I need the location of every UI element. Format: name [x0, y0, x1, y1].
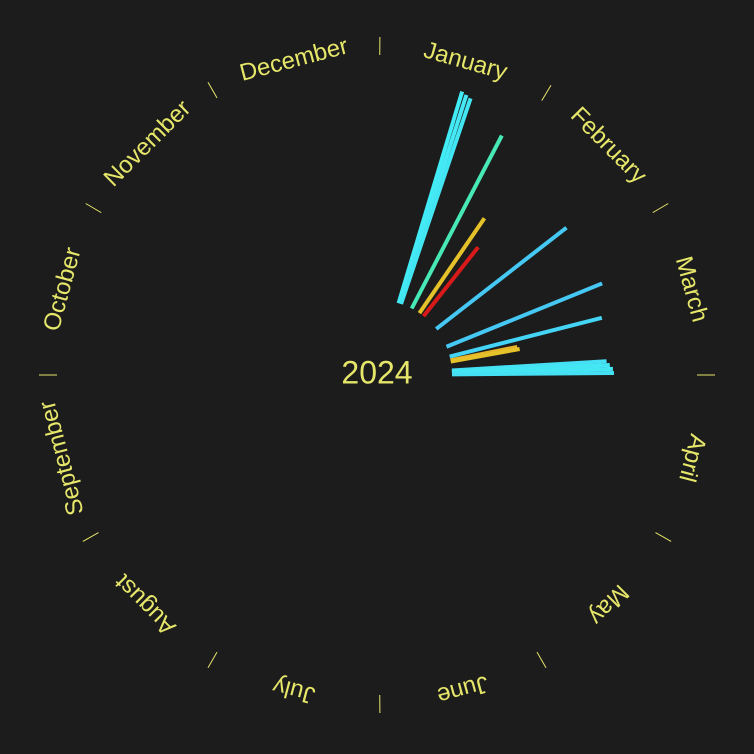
month-tick-may [655, 532, 672, 542]
month-tick-december [207, 82, 218, 99]
data-bar-2024-02-08 [421, 245, 480, 318]
data-bar-2024-01-19 [399, 97, 473, 305]
month-tick-march [652, 203, 669, 214]
data-bar-2024-01-28 [409, 134, 504, 310]
data-bar-2024-03-31 [451, 370, 615, 377]
month-ticks [39, 37, 715, 713]
data-bar-2024-03-17 [449, 315, 603, 359]
data-bars [396, 90, 615, 377]
data-bar-2024-02-04 [417, 217, 487, 315]
data-bar-2024-03-09 [445, 281, 603, 349]
data-bar-2024-03-21 [450, 347, 521, 364]
month-tick-september [82, 532, 99, 542]
month-tick-june [536, 651, 547, 668]
data-bar-2024-02-22 [434, 226, 568, 331]
month-tick-november [85, 203, 102, 214]
month-tick-february [541, 84, 552, 101]
month-tick-august [207, 651, 218, 668]
year-label: 2024 [341, 354, 412, 390]
